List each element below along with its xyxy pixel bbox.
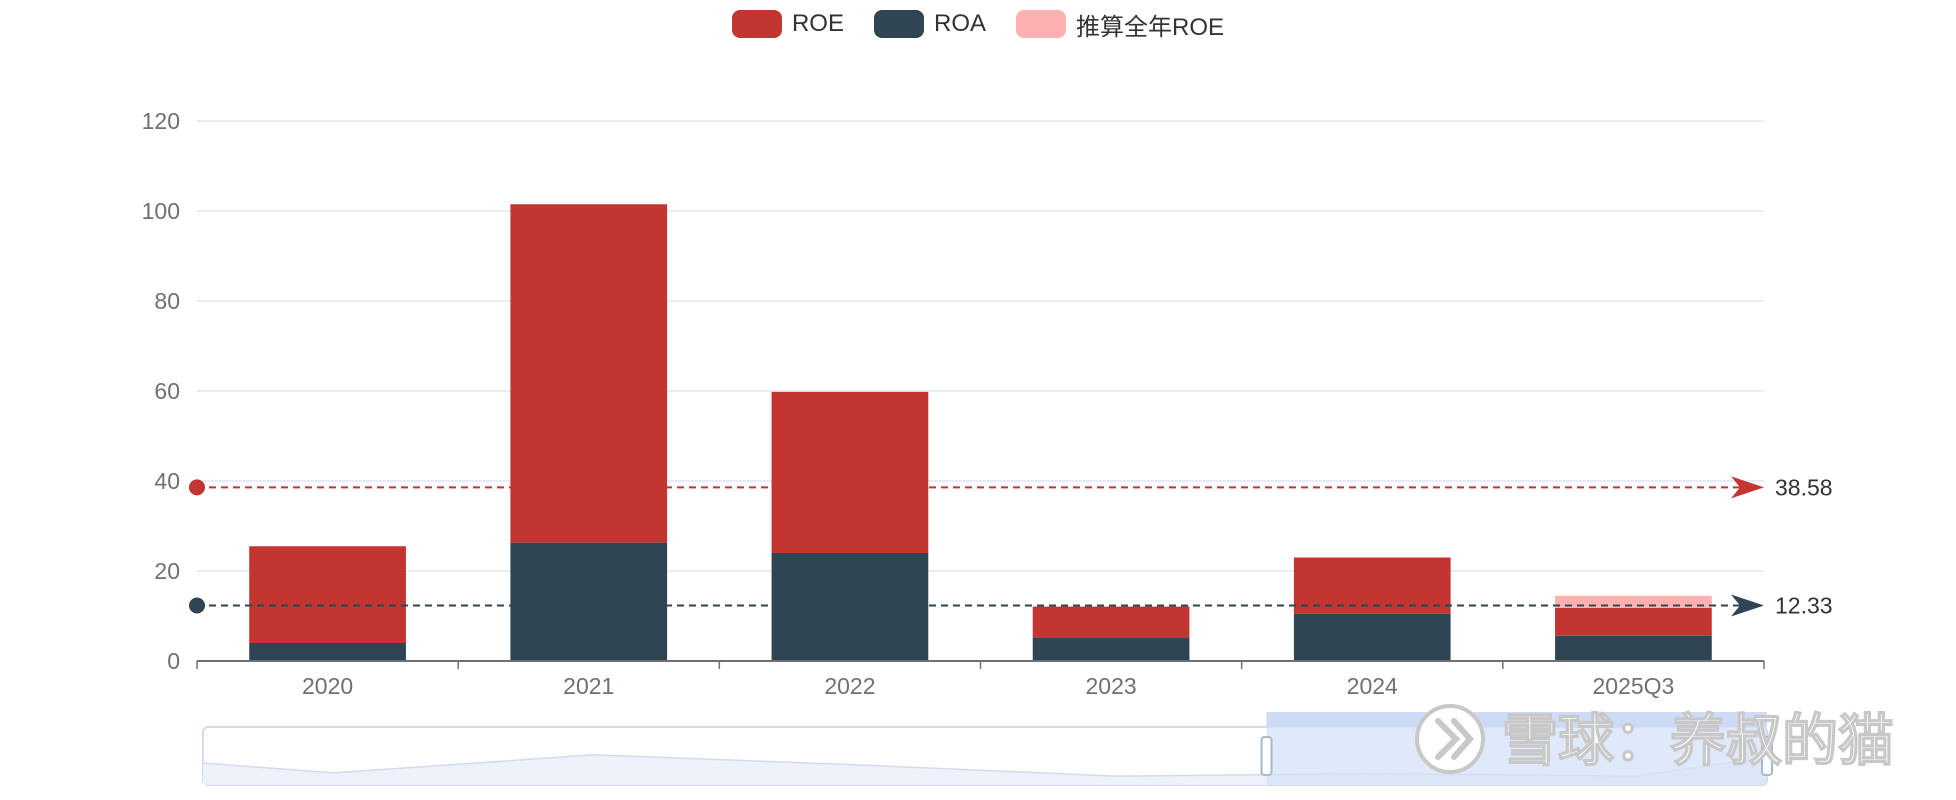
bar-segment[interactable] xyxy=(510,204,668,543)
bar-segment[interactable] xyxy=(1555,635,1712,661)
x-tick-label: 2023 xyxy=(1085,673,1136,699)
x-tick-label: 2020 xyxy=(302,673,353,699)
bars xyxy=(249,204,1712,661)
legend-swatch xyxy=(1016,10,1066,38)
reference-arrow-icon xyxy=(1731,594,1764,617)
bar-segment[interactable] xyxy=(1032,606,1190,638)
y-tick-label: 0 xyxy=(167,648,180,674)
y-tick-label: 20 xyxy=(154,558,180,584)
bar-segment[interactable] xyxy=(249,546,406,643)
data-zoom-slider[interactable] xyxy=(202,712,1773,786)
zoom-drag-handle[interactable] xyxy=(1260,736,1273,776)
bar-segment[interactable] xyxy=(249,643,406,661)
zoom-move-handle[interactable] xyxy=(1266,712,1767,727)
reference-label: 38.58 xyxy=(1775,474,1833,500)
axes: 0 20 40 60 80 100 120 2020 2021 2022 2023 2024 2025Q… xyxy=(142,108,1765,699)
legend-label: 推算全年ROE xyxy=(1076,13,1225,41)
legend-item[interactable]: ROA xyxy=(873,10,986,38)
legend-item[interactable]: ROE xyxy=(731,10,844,38)
legend-label: ROA xyxy=(933,10,986,37)
bar-segment[interactable] xyxy=(771,553,929,661)
legend-swatch xyxy=(873,10,924,38)
x-tick-label: 2025Q3 xyxy=(1592,673,1674,699)
watermark-logo-icon xyxy=(1415,704,1485,774)
bar-segment[interactable] xyxy=(1032,637,1190,661)
watermark: 雪球：养叔的猫 xyxy=(1415,704,1895,775)
bar-segment[interactable] xyxy=(1555,607,1712,636)
x-tick-label: 2024 xyxy=(1347,673,1398,699)
grid-lines xyxy=(197,120,1764,572)
y-tick-label: 40 xyxy=(154,468,180,494)
bar-segment[interactable] xyxy=(771,391,929,553)
reference-start-dot xyxy=(189,597,205,614)
watermark-text: 雪球：养叔的猫 xyxy=(1502,709,1894,774)
reference-lines: 38.58 12.33 xyxy=(189,474,1833,619)
y-tick-label: 60 xyxy=(154,378,180,404)
zoom-drag-handle[interactable] xyxy=(1761,736,1773,776)
legend-swatch xyxy=(731,10,782,38)
y-tick-label: 100 xyxy=(142,198,180,224)
reference-arrow-icon xyxy=(1731,476,1764,499)
bar-segment[interactable] xyxy=(510,542,668,661)
reference-label: 12.33 xyxy=(1775,593,1833,619)
legend-item[interactable]: 推算全年ROE xyxy=(1016,7,1224,42)
bar-segment[interactable] xyxy=(1293,613,1451,661)
legend-label: ROE xyxy=(791,10,844,37)
y-tick-label: 120 xyxy=(142,108,180,134)
y-tick-label: 80 xyxy=(154,288,180,314)
chart-legend: ROE ROA 推算全年ROE xyxy=(0,7,1956,42)
x-tick-label: 2021 xyxy=(563,673,614,699)
reference-start-dot xyxy=(189,479,205,496)
bar-segment[interactable] xyxy=(1293,557,1451,614)
x-tick-label: 2022 xyxy=(824,673,875,699)
